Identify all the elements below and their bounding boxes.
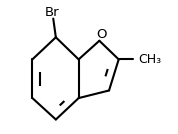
Text: Br: Br xyxy=(45,6,60,19)
Text: CH₃: CH₃ xyxy=(138,53,161,66)
Text: O: O xyxy=(97,28,107,41)
